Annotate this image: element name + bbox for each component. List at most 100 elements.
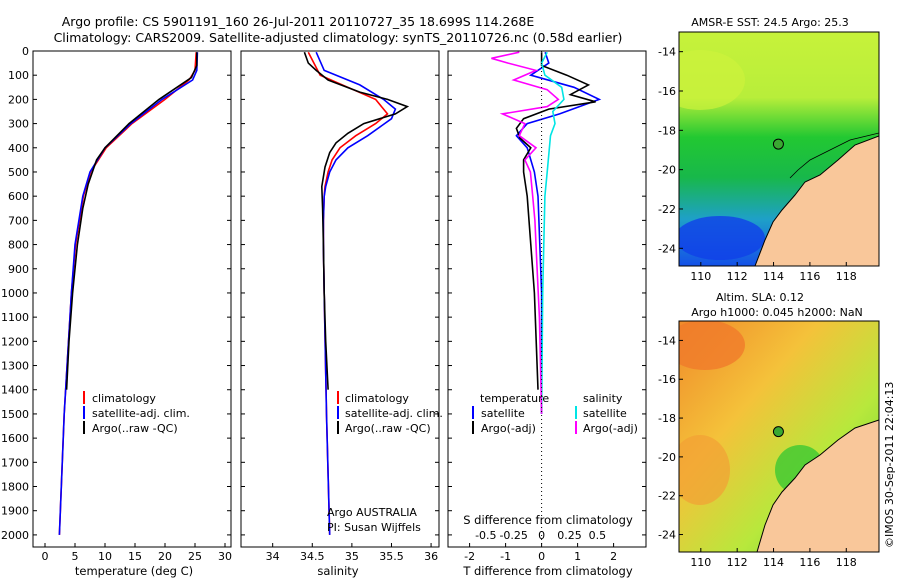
salinity-legend: climatology satellite-adj. clim. Argo(..…	[337, 391, 443, 435]
map-xtick-label: 116	[799, 556, 820, 569]
map-ytick-label: -18	[658, 124, 676, 137]
depth-tick-label: 1700	[1, 456, 29, 469]
panel-ticks: 0 5 10 15 20 25 30 34 34.5 35 35.5 36 -2 -1 0 1 2 -0.5 -0.…	[33, 50, 646, 563]
map-ytick-label: -14	[658, 334, 676, 347]
map-xtick-label: 118	[836, 270, 857, 283]
temperature-xtick-label: 5	[72, 550, 79, 563]
map-xtick-label: 112	[727, 556, 748, 569]
map-xtick-label: 110	[690, 270, 711, 283]
map-xtick-label: 118	[836, 556, 857, 569]
map-ytick-label: -20	[658, 164, 676, 177]
sdiff-tick-label: 0.5	[589, 529, 607, 542]
sst-land	[754, 135, 879, 266]
map-xtick-label: 114	[763, 270, 784, 283]
depth-tick-label: 0	[22, 45, 29, 58]
salinity-series-1	[315, 51, 397, 535]
map-ytick-label: -22	[658, 203, 676, 216]
temperature-xtick-label: 15	[128, 550, 142, 563]
salinity-xtick-label: 34	[266, 550, 280, 563]
difference-series-2	[540, 51, 565, 414]
temperature-legend: climatology satellite-adj. clim. Argo(..…	[83, 391, 190, 435]
depth-tick-label: 500	[8, 166, 29, 179]
sla-land	[756, 419, 879, 552]
sst-map-title: AMSR-E SST: 24.5 Argo: 25.3	[691, 16, 849, 29]
legend-label-s-argo: Argo(-adj)	[583, 422, 638, 435]
depth-tick-label: 1300	[1, 360, 29, 373]
depth-tick-label: 1000	[1, 287, 29, 300]
temperature-panel-frame	[32, 50, 232, 548]
map-xtick-label: 116	[799, 270, 820, 283]
map-ytick-label: -16	[658, 373, 676, 386]
t-difference-xlabel: T difference from climatology	[462, 564, 633, 578]
map-ytick-label: -16	[658, 85, 676, 98]
legend-label-argo: Argo(..raw -QC)	[92, 422, 178, 435]
s-difference-xlabel: S difference from climatology	[463, 513, 633, 527]
salinity-series-2	[303, 51, 410, 390]
difference-series-1	[515, 52, 596, 390]
map-xtick-label: 112	[727, 270, 748, 283]
map-xtick-label: 110	[690, 556, 711, 569]
sla-map-frame	[678, 320, 880, 553]
depth-tick-label: 800	[8, 239, 29, 252]
map-ytick-label: -24	[658, 242, 676, 255]
sst-shelf-contour	[789, 132, 879, 179]
sla-map-title-line2: Argo h1000: 0.045 h2000: NaN	[691, 306, 863, 319]
tdiff-xtick-label: -2	[464, 550, 475, 563]
tdiff-xtick-label: 1	[574, 550, 581, 563]
temperature-xtick-label: 25	[188, 550, 202, 563]
salinity-panel-frame	[240, 50, 440, 548]
legend-label-t-satellite: satellite	[481, 407, 525, 420]
temperature-xtick-label: 0	[42, 550, 49, 563]
map-xtick-label: 114	[763, 556, 784, 569]
depth-tick-label: 100	[8, 69, 29, 82]
imos-stamp: ©IMOS 30-Sep-2011 22:04:13	[883, 382, 896, 548]
depth-tick-label: 300	[8, 118, 29, 131]
difference-series-3	[491, 51, 560, 414]
salinity-xtick-label: 36	[424, 550, 438, 563]
map-ytick-label: -14	[658, 46, 676, 59]
map-ytick-label: -18	[658, 412, 676, 425]
depth-tick-label: 1100	[1, 311, 29, 324]
map-ytick-label: -22	[658, 490, 676, 503]
depth-tick-label: 1800	[1, 481, 29, 494]
tdiff-xtick-label: 0	[538, 550, 545, 563]
depth-tick-label: 1400	[1, 384, 29, 397]
argo-program-label: Argo AUSTRALIA	[327, 506, 417, 519]
temperature-xtick-label: 20	[158, 550, 172, 563]
map-ytick-label: -24	[658, 529, 676, 542]
legend-label-argo: Argo(..raw -QC)	[345, 422, 431, 435]
difference-series-0	[515, 51, 602, 414]
depth-tick-label: 900	[8, 263, 29, 276]
temperature-xtick-label: 10	[98, 550, 112, 563]
legend-label-climatology: climatology	[92, 392, 156, 405]
depth-tick-label: 1200	[1, 335, 29, 348]
tdiff-xtick-label: 2	[610, 550, 617, 563]
legend-label-t-argo: Argo(-adj)	[481, 422, 536, 435]
depth-tick-label: 1600	[1, 432, 29, 445]
figure-title-line2: Climatology: CARS2009. Satellite-adjuste…	[54, 30, 623, 45]
temperature-xlabel: temperature (deg C)	[75, 564, 193, 578]
sst-warm-patch	[679, 50, 745, 110]
sst-map-ticks: 110 112 114 116 118 -14 -16 -18 -20 -22 -24	[658, 46, 857, 283]
legend-title-temperature: temperature	[480, 392, 549, 405]
tdiff-xtick-label: -1	[500, 550, 511, 563]
sla-map-image	[679, 321, 879, 552]
sdiff-tick-label: -0.25	[499, 529, 527, 542]
sla-high-patch	[679, 321, 745, 370]
depth-tick-label: 2000	[1, 529, 29, 542]
depth-tick-label: 400	[8, 142, 29, 155]
map-ytick-label: -20	[658, 451, 676, 464]
depth-tick-label: 600	[8, 190, 29, 203]
pi-label: PI: Susan Wijffels	[327, 521, 421, 534]
sst-map-frame	[678, 31, 880, 267]
sla-argo-location	[772, 426, 784, 438]
depth-axis-labels: 0 100 200 300 400 500 600 700 800 900 1000 1100 1200…	[1, 45, 29, 542]
temperature-series-2	[65, 52, 198, 390]
difference-panel-frame	[447, 50, 647, 548]
salinity-xtick-label: 35.5	[379, 550, 404, 563]
depth-tick-label: 200	[8, 93, 29, 106]
salinity-xtick-label: 34.5	[300, 550, 325, 563]
salinity-xtick-label: 35	[345, 550, 359, 563]
figure-title-line1: Argo profile: CS 5901191_160 26-Jul-2011…	[62, 14, 535, 29]
